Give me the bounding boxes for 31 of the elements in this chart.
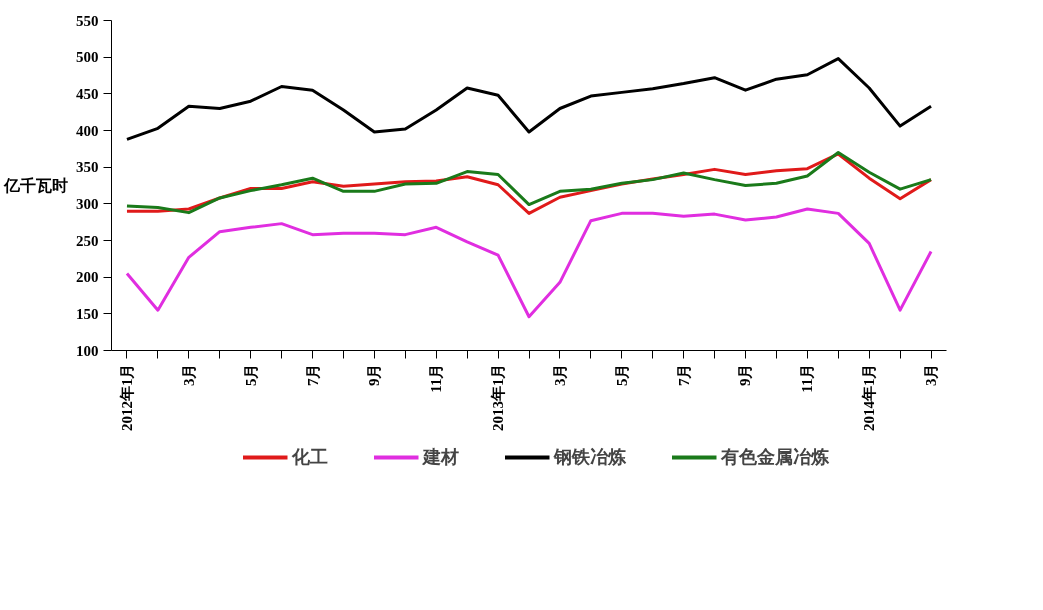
y-tick-label: 100: [76, 342, 99, 359]
x-tick-label: 9月: [737, 363, 754, 386]
x-tick-label: 5月: [242, 363, 259, 386]
x-tick-label: 3月: [551, 363, 568, 386]
x-tick-label: 5月: [613, 363, 630, 386]
y-tick-label: 200: [76, 269, 99, 286]
x-tick-label: 2013年1月: [490, 363, 507, 431]
x-tick-label: 7月: [304, 363, 321, 386]
legend-label: 有色金属冶炼: [721, 445, 829, 469]
x-tick-label: 7月: [675, 363, 692, 386]
y-tick-label: 400: [76, 122, 99, 139]
legend-label: 化工: [292, 445, 328, 469]
y-tick-label: 550: [76, 12, 99, 29]
y-axis-title: 亿千瓦时: [3, 177, 68, 194]
line-series: [125, 57, 933, 141]
y-tick-label: 150: [76, 305, 99, 322]
y-tick-label: 300: [76, 195, 99, 212]
x-tick-label: 11月: [428, 363, 445, 393]
x-tick-label: 11月: [799, 363, 816, 393]
x-tick-label: 2014年1月: [861, 363, 878, 431]
y-tick-label: 250: [76, 232, 99, 249]
y-tick-label: 500: [76, 49, 99, 66]
x-tick-label: 3月: [180, 363, 197, 386]
y-tick-label: 350: [76, 159, 99, 176]
x-tick-label: 2012年1月: [118, 363, 135, 431]
x-tick-label: 3月: [923, 363, 940, 386]
line-series: [125, 207, 933, 319]
y-tick-label: 450: [76, 85, 99, 102]
legend-label: 建材: [423, 445, 459, 469]
legend-label: 钢铁冶炼: [554, 445, 626, 469]
x-tick-label: 9月: [366, 363, 383, 386]
